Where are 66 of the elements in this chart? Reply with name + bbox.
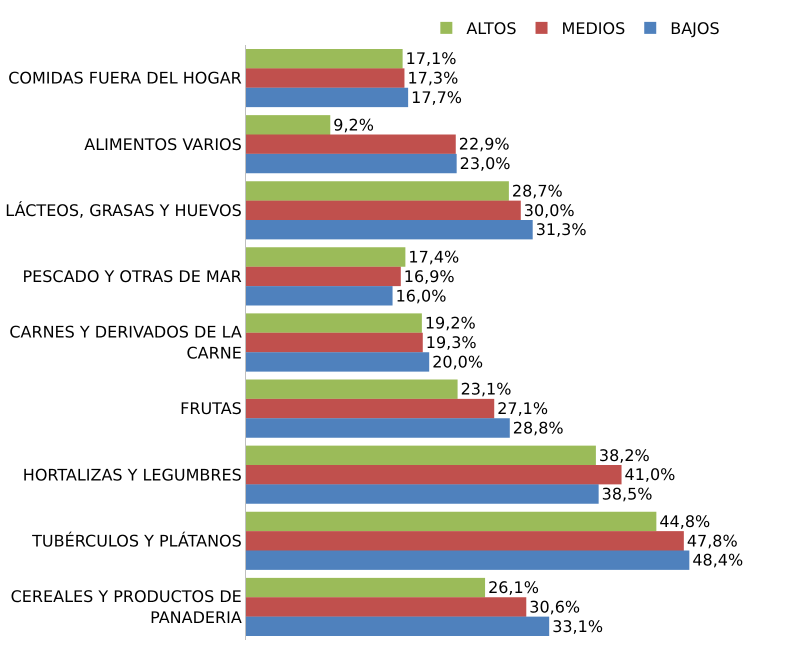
bar [246,313,422,333]
bar [246,398,494,418]
y-tick-label: COMIDAS FUERA DEL HOGAR [8,68,242,88]
bar [246,512,656,532]
bar [246,446,596,466]
bar [246,616,550,636]
data-label: 17,1% [406,49,456,68]
data-label: 16,9% [404,266,455,286]
legend-label: ALTOS [466,19,517,38]
data-label: 23,0% [460,154,510,174]
data-label: 44,8% [659,512,710,531]
bar [246,578,486,598]
bar [246,48,403,68]
bar [246,332,423,352]
bar [246,465,622,484]
bar [246,418,510,438]
bar [246,154,457,174]
bar [246,484,599,504]
bar [246,181,509,201]
data-label: 19,2% [424,314,476,333]
data-label: 48,4% [692,550,744,570]
bar [246,115,330,134]
bar [246,597,526,617]
bar [246,266,401,286]
legend-label: MEDIOS [562,19,626,38]
y-tick-label: CEREALES Y PRODUCTOS DE PANADERIA [10,587,242,627]
bar [246,352,430,372]
data-label: 17,7% [411,88,462,107]
bar [246,380,458,399]
bar [246,286,393,306]
bar [246,247,406,267]
data-label: 20,0% [432,352,484,372]
data-label: 19,3% [426,333,477,352]
y-tick-label: ALIMENTOS VARIOS [84,134,242,154]
data-label: 26,1% [488,578,539,598]
bar [246,200,521,220]
y-tick-label: PESCADO Y OTRAS DE MAR [22,266,242,286]
bar [246,88,408,108]
data-label: 38,5% [602,484,652,504]
data-label: 41,0% [624,465,676,484]
data-label: 16,0% [396,286,446,306]
legend-label: BAJOS [670,19,720,38]
data-label: 31,3% [536,220,587,240]
data-label: 17,4% [408,247,460,266]
y-tick-label: FRUTAS [180,399,242,418]
data-label: 30,6% [529,597,580,616]
data-label: 30,0% [524,200,575,220]
data-label: 47,8% [686,531,738,550]
data-label: 28,8% [512,418,564,438]
bar [246,68,404,88]
y-tick-label: LÁCTEOS, GRASAS Y HUEVOS [5,200,242,220]
y-tick-label: TUBÉRCULOS Y PLÁTANOS [31,531,242,550]
bar [246,550,690,570]
data-label: 38,2% [598,446,650,465]
y-tick-label: CARNES Y DERIVADOS DE LA CARNE [9,322,242,362]
y-tick-label: HORTALIZAS Y LEGUMBRES [22,465,242,484]
data-label: 27,1% [497,399,548,418]
data-label: 9,2% [333,115,374,134]
data-label: 23,1% [460,380,512,399]
data-label: 33,1% [552,616,604,636]
data-label: 22,9% [458,134,510,154]
bar [246,531,684,551]
data-label: 28,7% [512,181,563,200]
bar [246,220,533,240]
data-label: 17,3% [407,68,458,88]
bar [246,134,456,154]
